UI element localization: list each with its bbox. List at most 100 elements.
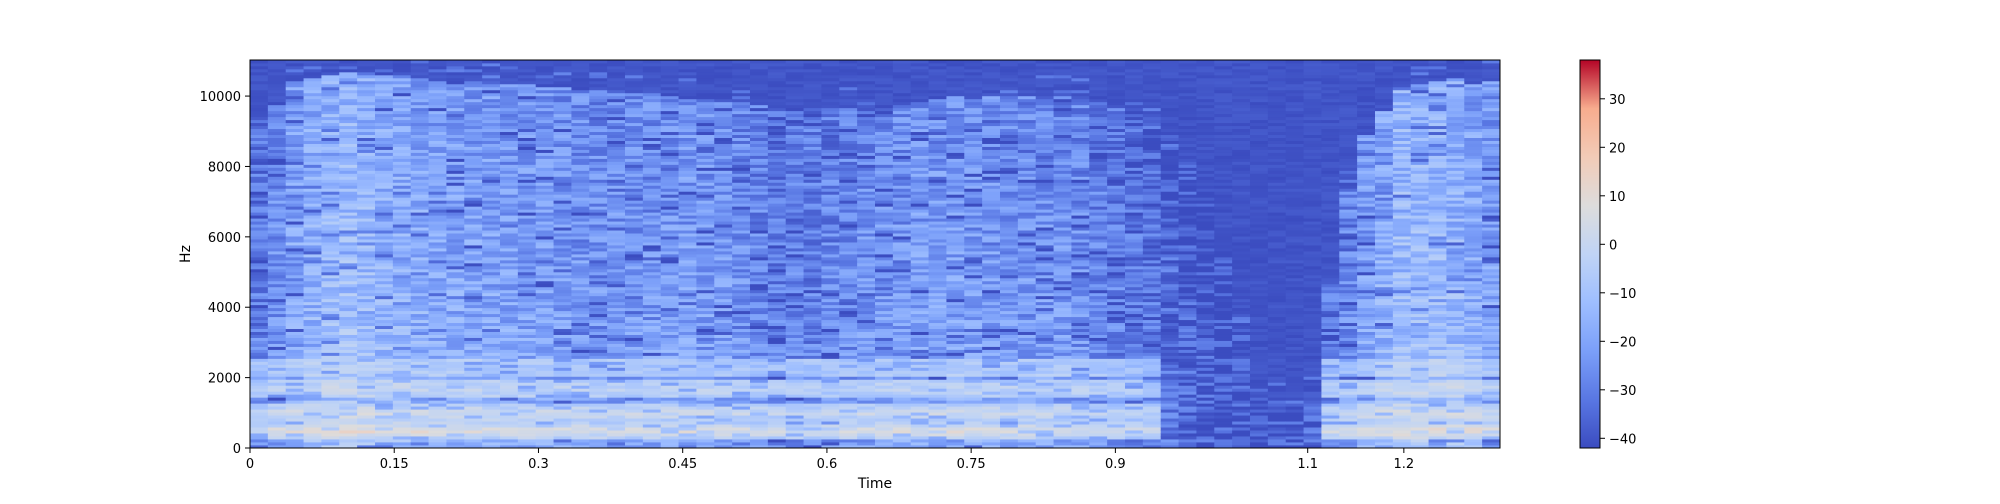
heat-cell <box>500 415 519 419</box>
heat-cell <box>857 280 876 285</box>
heat-cell <box>428 385 448 389</box>
heat-cell <box>928 433 948 437</box>
heat-cell <box>785 140 805 144</box>
heat-cell <box>517 286 537 291</box>
heat-cell <box>357 361 376 365</box>
heat-cell <box>267 427 287 431</box>
heat-cell <box>535 433 555 437</box>
heat-cell <box>267 176 287 180</box>
heat-cell <box>803 239 823 243</box>
heat-cell <box>428 409 448 413</box>
heat-cell <box>500 385 519 389</box>
heat-cell <box>803 101 823 106</box>
heat-cell <box>767 128 787 133</box>
heat-cell <box>696 304 715 309</box>
heat-cell <box>535 254 555 258</box>
heat-cell <box>625 307 644 312</box>
heat-cell <box>839 298 858 303</box>
heat-cell <box>535 349 555 353</box>
heat-cell <box>392 158 412 162</box>
heat-cell <box>839 325 858 330</box>
heat-cell <box>821 373 840 377</box>
heat-cell <box>785 68 805 73</box>
heat-cell <box>535 86 555 91</box>
heat-cell <box>375 134 394 138</box>
heat-cell <box>517 224 537 228</box>
heat-cell <box>535 92 555 97</box>
heat-cell <box>839 358 858 362</box>
heat-cell <box>607 283 626 288</box>
heat-cell <box>517 382 537 386</box>
heat-cell <box>446 418 465 422</box>
heat-cell <box>535 236 555 240</box>
heat-cell <box>678 107 698 112</box>
heat-cell <box>767 439 787 443</box>
heat-cell <box>607 125 626 130</box>
heat-cell <box>678 364 698 368</box>
heat-cell <box>642 364 662 368</box>
heat-cell <box>892 289 912 294</box>
heat-cell <box>482 95 501 100</box>
heat-cell <box>660 62 680 67</box>
heat-cell <box>250 140 269 144</box>
heat-cell <box>821 307 840 312</box>
heat-cell <box>250 113 269 118</box>
heat-cell <box>267 394 287 398</box>
heat-cell <box>607 116 626 121</box>
heat-cell <box>696 415 715 419</box>
heat-cell <box>553 442 573 446</box>
heat-cell <box>517 122 537 127</box>
heat-cell <box>250 340 269 344</box>
heat-cell <box>464 364 483 368</box>
heat-cell <box>392 307 412 312</box>
heat-cell <box>339 203 358 207</box>
heat-cell <box>357 65 376 70</box>
heat-cell <box>660 191 680 195</box>
heat-cell <box>285 143 305 147</box>
heat-cell <box>607 251 626 255</box>
heat-cell <box>535 200 555 204</box>
heat-cell <box>803 256 823 261</box>
heat-cell <box>821 188 840 192</box>
heat-cell <box>910 400 930 404</box>
heat-cell <box>410 191 430 195</box>
heat-cell <box>285 262 305 267</box>
heat-cell <box>553 310 573 315</box>
heat-cell <box>642 113 662 118</box>
heat-cell <box>678 337 698 341</box>
heat-cell <box>803 394 823 398</box>
heat-cell <box>482 60 501 64</box>
heat-cell <box>625 259 644 264</box>
heat-cell <box>857 215 876 219</box>
heat-cell <box>321 83 340 88</box>
heat-cell <box>321 98 340 103</box>
heat-cell <box>571 98 590 103</box>
heat-cell <box>517 140 537 144</box>
heat-cell <box>839 218 858 222</box>
heat-cell <box>446 385 465 389</box>
heat-cell <box>875 388 894 392</box>
heat-cell <box>875 173 894 177</box>
heat-cell <box>464 173 483 177</box>
heat-cell <box>875 259 894 264</box>
heat-cell <box>875 125 894 130</box>
heat-cell <box>892 164 912 168</box>
heat-cell <box>696 316 715 321</box>
heat-cell <box>339 116 358 121</box>
heat-cell <box>678 248 698 252</box>
heat-cell <box>625 352 644 356</box>
heat-cell <box>250 322 269 327</box>
heat-cell <box>785 158 805 162</box>
heat-cell <box>750 86 769 91</box>
heat-cell <box>607 391 626 395</box>
heat-cell <box>553 301 573 306</box>
heat-cell <box>571 364 590 368</box>
heat-cell <box>464 206 483 210</box>
heat-cell <box>714 316 733 321</box>
heat-cell <box>732 233 751 237</box>
heat-cell <box>821 256 840 261</box>
heat-cell <box>321 289 340 294</box>
heat-cell <box>446 218 465 222</box>
heat-cell <box>607 77 626 82</box>
heat-cell <box>410 337 430 341</box>
